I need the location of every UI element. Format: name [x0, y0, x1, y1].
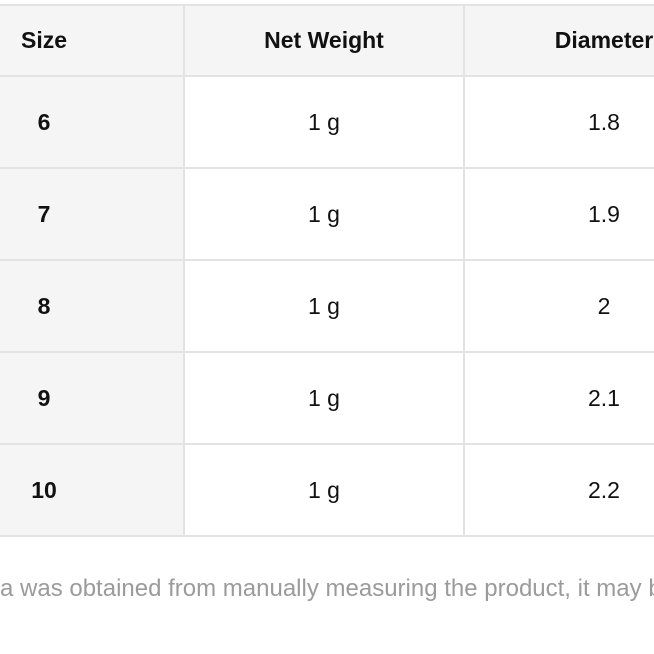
- table-row: 7 1 g 1.9: [0, 167, 654, 261]
- table-row: 8 1 g 2: [0, 259, 654, 353]
- net-weight-cell: 1 g: [183, 443, 465, 537]
- diameter-cell: 2: [463, 259, 654, 353]
- size-cell: 7: [0, 167, 185, 261]
- net-weight-cell: 1 g: [183, 75, 465, 169]
- column-header-net-weight: Net Weight: [183, 4, 465, 77]
- size-cell: 10: [0, 443, 185, 537]
- diameter-cell: 2.1: [463, 351, 654, 445]
- table-row: 9 1 g 2.1: [0, 351, 654, 445]
- net-weight-cell: 1 g: [183, 259, 465, 353]
- diameter-cell: 1.8: [463, 75, 654, 169]
- net-weight-cell: 1 g: [183, 351, 465, 445]
- header-row: Size Net Weight Diameter: [0, 4, 654, 77]
- footnote-text: a was obtained from manually measuring t…: [0, 575, 654, 602]
- size-cell: 9: [0, 351, 185, 445]
- diameter-cell: 2.2: [463, 443, 654, 537]
- net-weight-cell: 1 g: [183, 167, 465, 261]
- diameter-cell: 1.9: [463, 167, 654, 261]
- table-row: 10 1 g 2.2: [0, 443, 654, 537]
- table-row: 6 1 g 1.8: [0, 75, 654, 169]
- size-cell: 8: [0, 259, 185, 353]
- size-cell: 6: [0, 75, 185, 169]
- column-header-diameter: Diameter: [463, 4, 654, 77]
- column-header-size: Size: [0, 4, 185, 77]
- product-spec-table: Size Net Weight Diameter 6 1 g 1.8 7 1 g…: [0, 4, 654, 537]
